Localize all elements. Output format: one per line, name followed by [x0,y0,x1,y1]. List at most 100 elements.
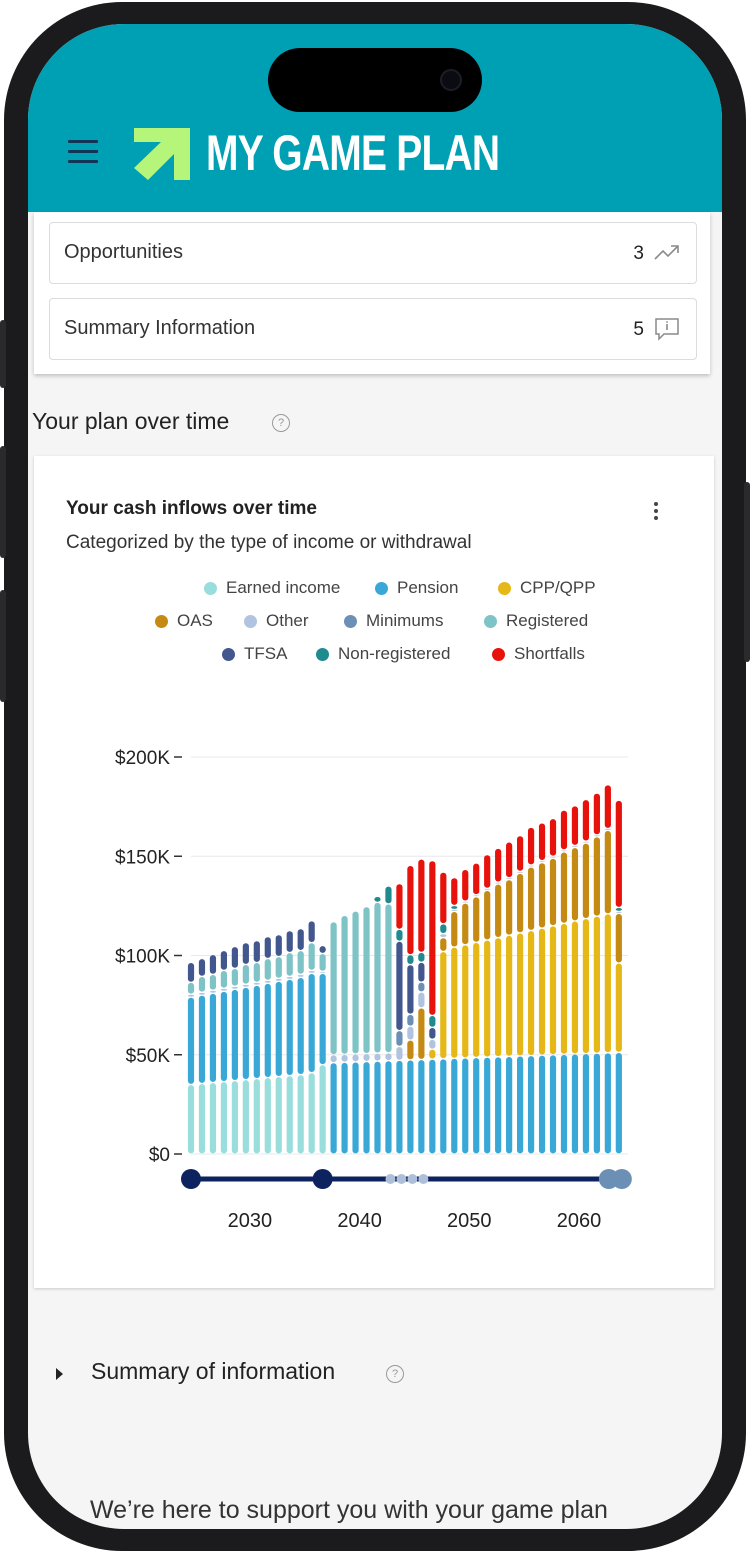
bar-segment-pension [484,1057,491,1154]
bar-segment-other [198,992,206,995]
legend-oas[interactable]: OAS [155,611,213,631]
legend-tfsa[interactable]: TFSA [222,644,287,664]
expand-caret-icon [56,1368,63,1380]
bar-segment-pension [506,1056,513,1154]
legend-minimums[interactable]: Minimums [344,611,443,631]
phone-side-button [0,320,6,388]
bar-segment-other [418,992,425,1008]
info-comment-icon [655,318,679,341]
bar-segment-non-registered [385,886,392,904]
help-icon[interactable]: ? [386,1365,404,1383]
bar-segment-pension [297,977,304,1074]
bar-segment-oas [462,903,469,945]
bar-segment-other [352,1054,359,1062]
legend-dot [492,647,505,661]
bar-segment-other [275,978,282,981]
bar-segment-other [385,1053,392,1061]
timeline-marker [611,1169,632,1189]
bar-segment-earned-income [264,1078,271,1154]
bar-segment-other [341,1054,348,1062]
bar-segment-cpp-qpp [462,945,469,1058]
bar-segment-tfsa [253,941,260,962]
bar-segment-shortfalls [418,859,425,952]
bar-segment-registered [187,982,195,994]
bar-segment-pension [187,997,195,1084]
bar-segment-oas [582,843,590,918]
bar-segment-earned-income [297,1075,304,1154]
bar-segment-non-registered [615,908,622,911]
summary-information-row[interactable]: Summary Information 5 [49,298,697,360]
x-tick-label: 2040 [337,1210,382,1232]
bar-segment-shortfalls [429,861,436,1015]
bar-segment-other [429,1039,436,1049]
chart-title: Your cash inflows over time [66,498,317,519]
bar-segment-registered [253,963,260,982]
bar-segment-registered [319,954,326,971]
bar-segment-shortfalls [473,863,480,895]
bar-segment-pension [571,1054,579,1154]
legend-other[interactable]: Other [244,611,309,631]
bar-segment-other [308,970,315,973]
bar-segment-other [440,934,447,938]
legend-dot [484,614,497,628]
bar-segment-oas [527,867,535,930]
bar-segment-cpp-qpp [527,931,535,1055]
bar-segment-cpp-qpp [560,923,568,1054]
bar-segment-other [363,1054,370,1061]
bar-segment-other [593,835,600,837]
opportunities-row[interactable]: Opportunities 3 [49,222,697,284]
bar-segment-non-registered [418,952,425,962]
bar-segment-non-registered [429,1016,436,1027]
bar-segment-cpp-qpp [604,914,611,1053]
bar-segment-cpp-qpp [506,935,513,1056]
bar-segment-pension [330,1063,337,1154]
bar-segment-other [231,986,238,989]
legend-dot [155,614,168,628]
bar-segment-pension [242,987,249,1079]
summary-of-information-toggle[interactable]: Summary Information Summary of informati… [56,1358,476,1390]
bar-segment-shortfalls [484,855,491,888]
legend-earned-income[interactable]: Earned income [204,578,340,598]
bar-segment-tfsa [319,946,326,953]
bar-segment-oas [473,897,480,942]
bar-segment-shortfalls [462,869,469,901]
hamburger-menu-icon[interactable] [68,140,98,166]
bar-segment-cpp-qpp [429,1049,436,1059]
more-options-icon[interactable] [650,502,662,524]
bar-segment-earned-income [308,1073,315,1154]
bar-segment-earned-income [209,1083,217,1154]
legend-cpp-qpp[interactable]: CPP/QPP [498,578,596,598]
opportunities-count: 3 [633,243,644,264]
legend-shortfalls[interactable]: Shortfalls [492,644,585,664]
cash-inflows-card [34,456,714,1288]
bar-segment-oas [451,912,458,947]
app-title: MY GAME PLAN [206,125,500,181]
bar-segment-other [571,846,579,847]
bar-segment-minimums [407,1014,414,1026]
timeline-marker [385,1174,396,1184]
legend-pension[interactable]: Pension [375,578,458,598]
bar-segment-other [615,912,622,913]
bar-segment-oas [506,880,513,935]
bar-segment-earned-income [319,1065,326,1154]
summary-of-information-title: Summary of information [91,1358,336,1384]
bar-segment-pension [220,991,228,1081]
bar-segment-registered [275,957,282,978]
bar-segment-cpp-qpp [495,938,502,1057]
bar-segment-minimums [418,982,425,992]
bar-segment-registered [264,959,271,980]
legend-dot [375,581,388,595]
bar-segment-shortfalls [549,819,557,856]
legend-non-registered[interactable]: Non-registered [316,644,450,664]
bar-segment-pension [593,1053,600,1154]
bar-segment-tfsa [275,935,282,956]
bar-segment-pension [451,1058,458,1154]
bar-segment-shortfalls [407,865,414,955]
legend-registered[interactable]: Registered [484,611,588,631]
bar-segment-oas [571,848,579,921]
bar-segment-cpp-qpp [582,919,590,1053]
bar-segment-pension [527,1056,535,1154]
bar-segment-other [484,889,491,890]
help-icon[interactable]: ? [272,414,290,432]
bar-segment-shortfalls [517,836,524,871]
